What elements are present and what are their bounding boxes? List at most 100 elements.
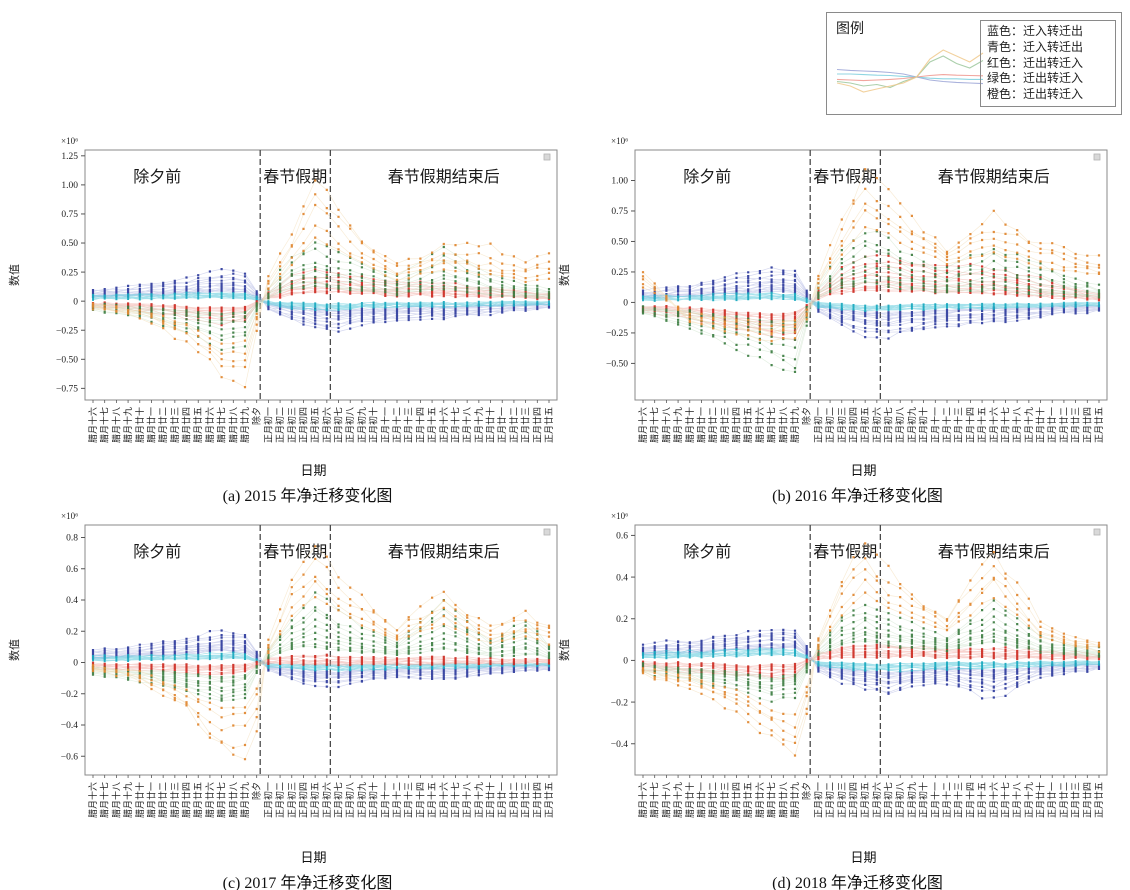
y-tick-label: 0.6 (66, 565, 78, 575)
x-tick-label: 正月十六 (988, 407, 999, 443)
x-tick-label: 腊月廿九 (789, 407, 800, 443)
x-tick-label: 正月十八 (461, 782, 472, 818)
chart-2015: ×10⁶ 数值 1.25 1.00 0.75 0.50 0.25 0 −0.25 −0.50 −0.… (5, 130, 570, 506)
x-tick-label: 腊月廿十 (134, 782, 145, 818)
x-tick-label: 腊月廿八 (227, 782, 238, 818)
x-tick-label: 腊月廿三 (719, 782, 730, 818)
x-tick-label: 腊月廿六 (754, 407, 765, 443)
x-axis-title: 日期 (300, 850, 327, 865)
x-tick-label: 腊月十八 (110, 782, 121, 818)
x-tick-label: 正月十四 (964, 407, 975, 443)
y-tick-label: 0 (623, 657, 628, 667)
x-tick-label: 正月初二 (274, 782, 285, 818)
x-tick-label: 正月廿五 (1093, 407, 1104, 443)
x-tick-label: 正月初四 (847, 407, 858, 443)
x-tick-label: 腊月廿四 (731, 782, 742, 818)
x-tick-label: 腊月廿七 (766, 407, 777, 443)
x-tick-label: 正月初二 (274, 407, 285, 443)
x-tick-label: 腊月十六 (637, 407, 648, 443)
y-tick-label: −0.2 (61, 690, 78, 700)
x-tick-label: 正月廿十 (485, 782, 496, 818)
x-tick-label: 腊月廿二 (157, 782, 168, 818)
x-tick-label: 正月十三 (403, 407, 414, 443)
chart-2017: ×10⁶ 数值 0.8 0.6 0.4 0.2 0 −0.2 −0.4 −0.6 腊月十六 腊月十七腊… (5, 505, 570, 890)
x-tick-label: 正月廿十 (1035, 407, 1046, 443)
x-tick-label: 正月初三 (836, 782, 847, 818)
cyan-series-lines (642, 292, 1100, 312)
phase-annotation: 春节假期 (263, 168, 327, 186)
blue-series-lines (642, 629, 1100, 699)
x-tick-label: 正月廿五 (543, 782, 554, 818)
x-tick-label: 正月初六 (871, 782, 882, 818)
x-tick-label: 正月初二 (824, 782, 835, 818)
legend-box: 图例 蓝色：迁入转迁出 青色：迁入转迁出 红色：迁出转迁入 绿色：迁出转迁入 橙… (826, 12, 1122, 115)
x-tick-label: 正月十六 (438, 407, 449, 443)
y-axis-title: 数值 (558, 639, 571, 661)
x-tick-label: 正月初一 (262, 782, 273, 818)
cyan-series-lines (642, 647, 1100, 672)
x-tick-label: 正月十一 (929, 407, 940, 443)
y-tick-label: 0.25 (61, 268, 78, 278)
phase-annotation: 除夕前 (683, 543, 731, 561)
x-tick-label: 正月初十 (918, 407, 929, 443)
x-tick-label: 腊月廿六 (204, 782, 215, 818)
x-tick-label: 正月十三 (403, 782, 414, 818)
x-tick-label: 正月初八 (344, 407, 355, 443)
x-tick-label: 腊月廿六 (754, 782, 765, 818)
legend-spark-green (836, 55, 984, 89)
red-series-lines (92, 269, 550, 326)
x-tick-label: 腊月十九 (672, 782, 683, 818)
y-tick-label: 0.75 (611, 207, 628, 217)
x-tick-label: 正月初五 (309, 407, 320, 443)
phase-annotation: 除夕前 (133, 168, 181, 186)
phase-annotation: 除夕前 (683, 168, 731, 186)
x-tick-label: 正月廿三 (520, 782, 531, 818)
x-tick-label: 正月十五 (426, 407, 437, 443)
legend-sparkline (836, 49, 984, 93)
y-axis-title: 数值 (8, 264, 21, 286)
x-tick-label: 腊月十九 (122, 407, 133, 443)
x-tick-label: 腊月廿九 (239, 407, 250, 443)
y-tick-label: 0.50 (61, 239, 78, 249)
x-tick-label: 除夕 (251, 407, 262, 425)
x-tick-label: 正月十九 (473, 407, 484, 443)
y-tick-label: −0.4 (61, 721, 78, 731)
x-tick-label: 正月十二 (941, 782, 952, 818)
x-tick-label: 腊月廿一 (145, 782, 156, 818)
legend-spark-cyan (837, 73, 983, 80)
x-tick-label: 正月初六 (871, 407, 882, 443)
x-tick-label: 正月廿一 (496, 782, 507, 818)
x-tick-label: 正月廿四 (1081, 407, 1092, 443)
x-tick-label: 正月十八 (1011, 782, 1022, 818)
x-tick-label: 正月初七 (333, 782, 344, 818)
x-tick-label: 正月十九 (1023, 407, 1034, 443)
chart-2018: ×10⁶ 数值 0.6 0.4 0.2 0 −0.2 −0.4 腊月十六 腊月十七 腊月十八 腊月十九… (555, 505, 1120, 890)
x-tick-label: 正月初九 (356, 782, 367, 818)
x-tick-label: 正月初三 (286, 782, 297, 818)
chart-caption-c: (c) 2017 年净迁移变化图 (222, 875, 393, 890)
corner-marker (543, 528, 551, 536)
y-axis-title: 数值 (558, 264, 571, 286)
x-tick-label: 正月十一 (929, 782, 940, 818)
x-tick-label: 正月十八 (461, 407, 472, 443)
x-tick-label: 正月廿二 (1058, 407, 1069, 443)
x-tick-label: 正月廿二 (508, 782, 519, 818)
legend-item-orange: 橙色：迁出转迁入 (987, 87, 1084, 102)
green-series-lines (642, 230, 1100, 373)
phase-annotation: 春节假期结束后 (938, 168, 1050, 186)
x-tick-label: 腊月廿二 (707, 407, 718, 443)
x-tick-label: 正月初七 (333, 407, 344, 443)
x-tick-label: 腊月廿四 (731, 407, 742, 443)
x-tick-label: 正月十九 (473, 782, 484, 818)
x-tick-label: 正月廿十 (1035, 782, 1046, 818)
x-tick-label: 正月廿二 (1058, 782, 1069, 818)
x-tick-label: 腊月廿一 (695, 782, 706, 818)
x-tick-label: 正月十二 (941, 407, 952, 443)
blue-series-lines (642, 267, 1100, 339)
x-tick-label: 正月十五 (426, 782, 437, 818)
phase-annotation: 春节假期 (263, 543, 327, 561)
x-tick-label: 正月十四 (964, 782, 975, 818)
x-tick-label: 正月初四 (297, 407, 308, 443)
legend-item-red: 红色：迁出转迁入 (987, 55, 1084, 70)
x-tick-label: 腊月廿三 (169, 407, 180, 443)
